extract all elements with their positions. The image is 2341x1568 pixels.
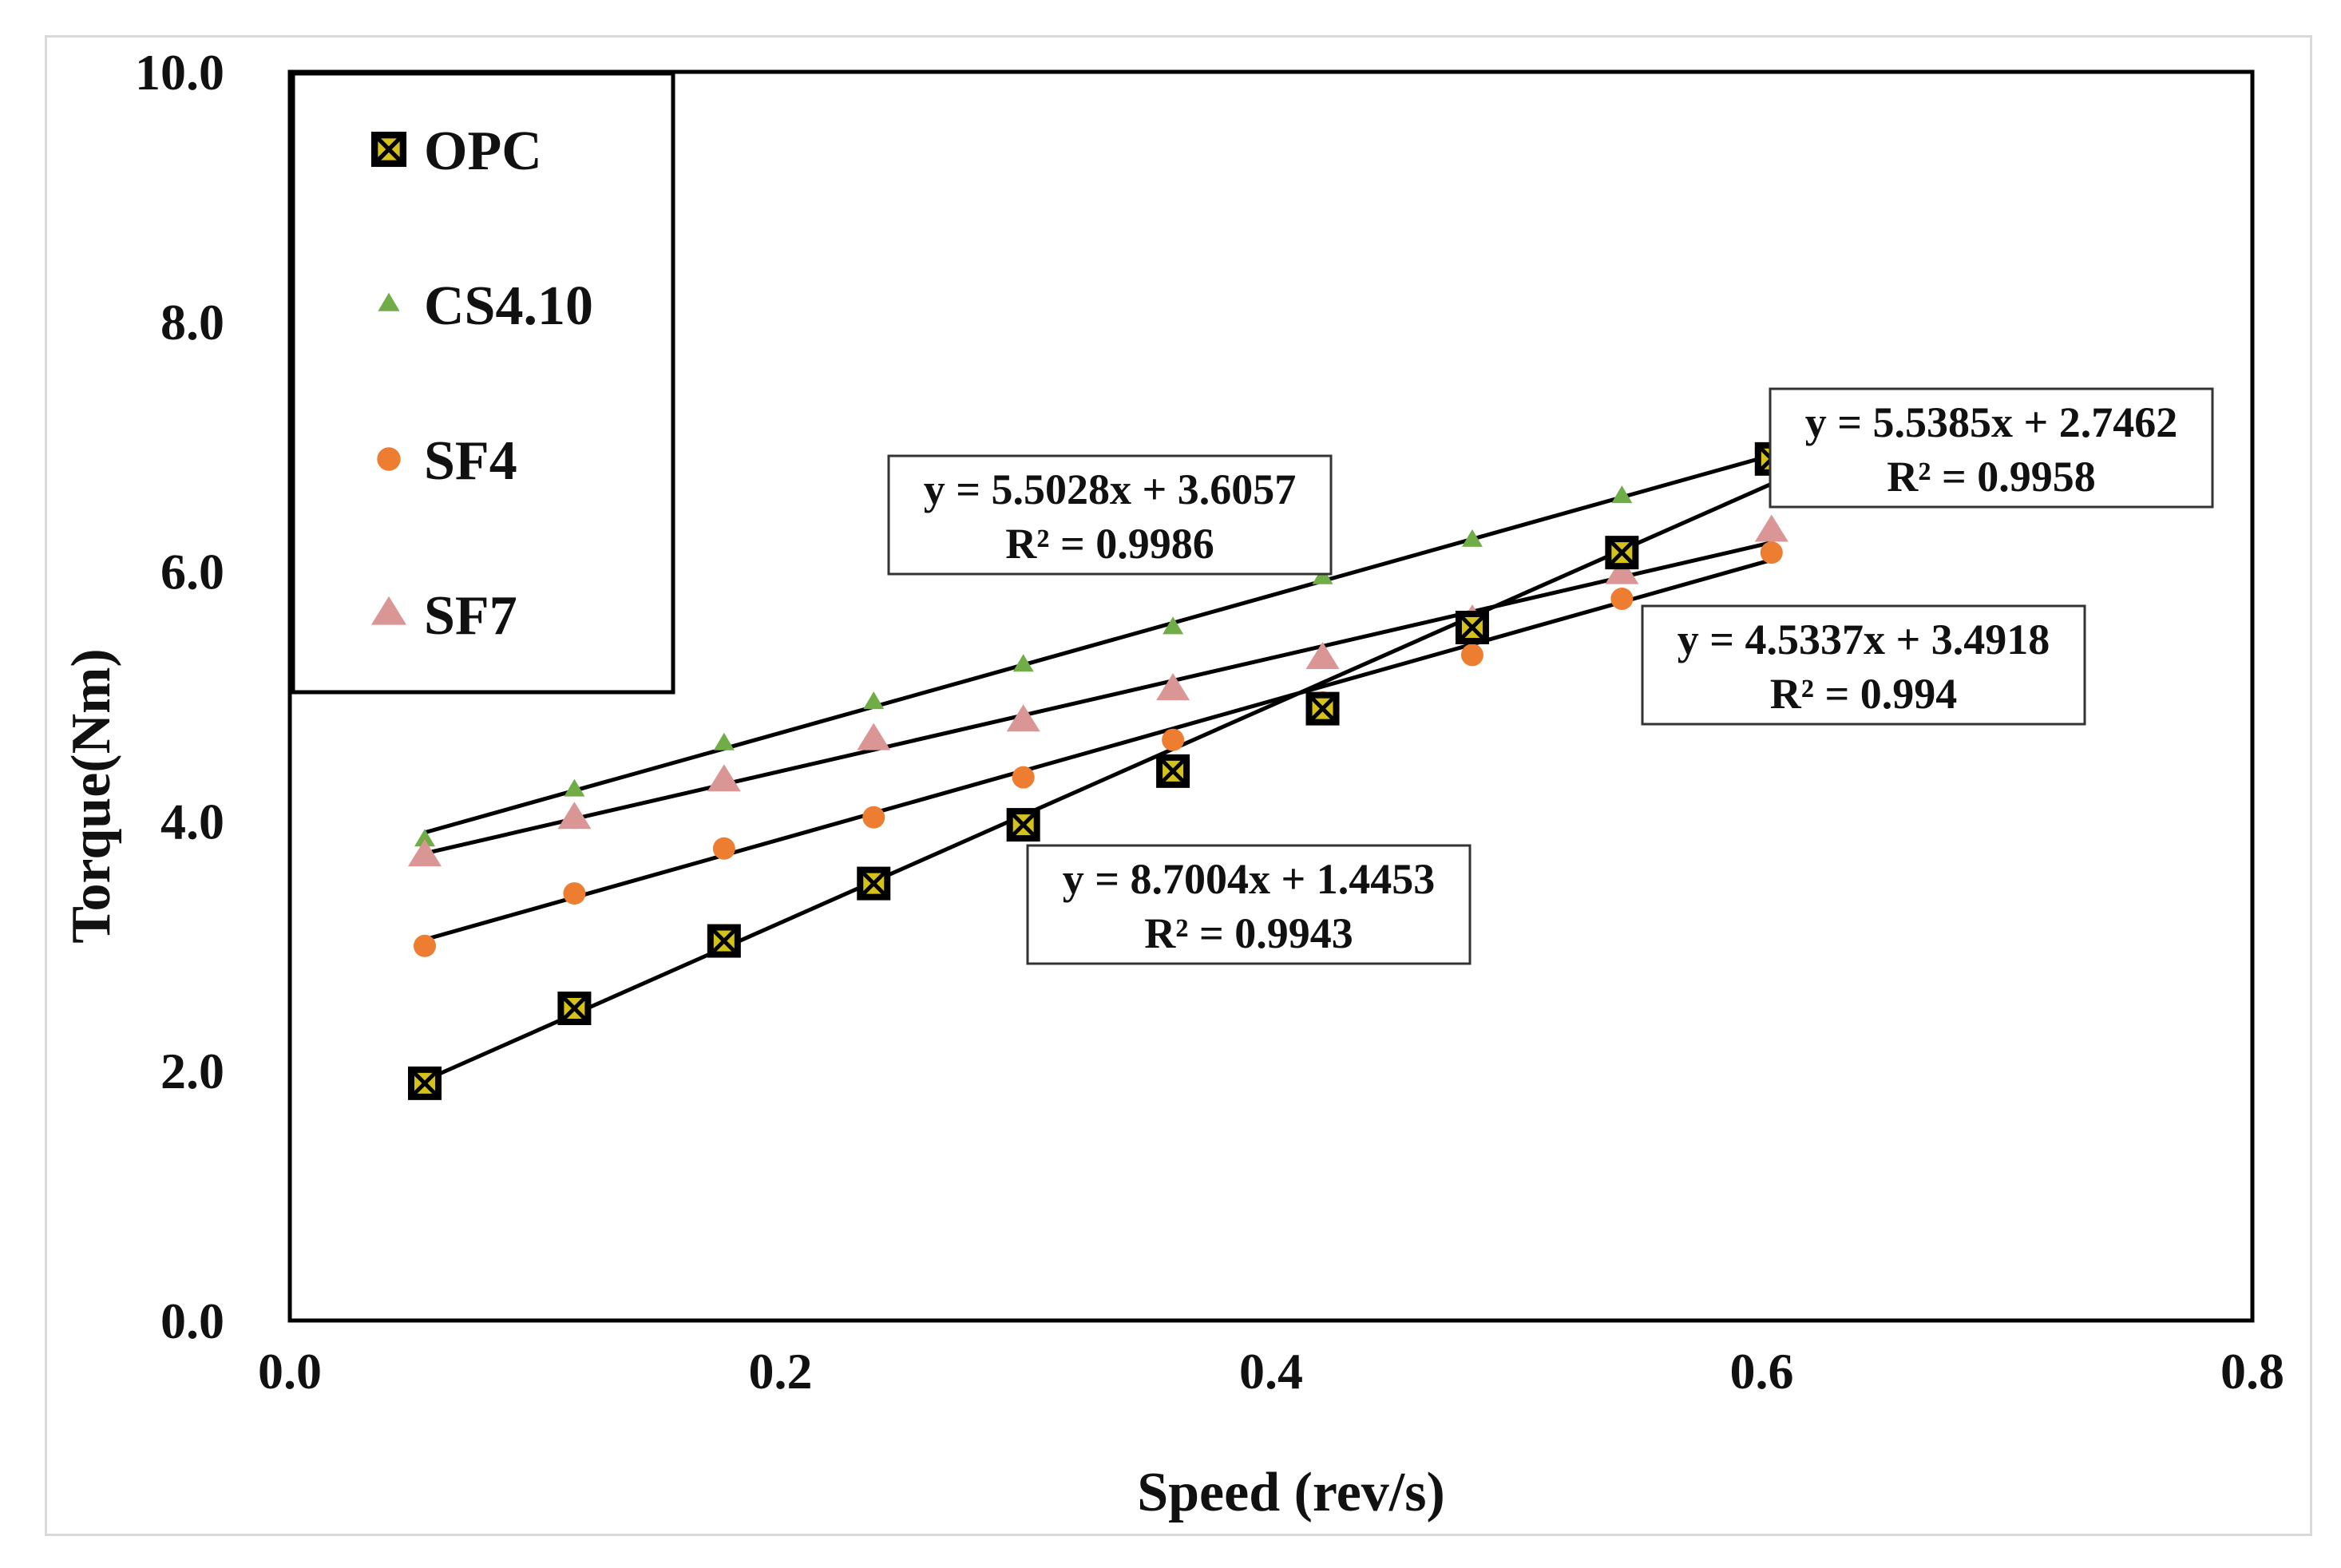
trendline-sf4 [424, 453, 1773, 835]
x-tick-label: 0.6 [1730, 1343, 1794, 1400]
y-tick-label: 0.0 [160, 1293, 224, 1349]
data-point-opc [1455, 610, 1489, 644]
data-point-sf7 [1156, 673, 1190, 701]
data-point-sf7 [1006, 704, 1040, 732]
legend-marker-sf4 [377, 447, 401, 471]
legend-label-sf7: SF7 [424, 585, 517, 647]
y-tick-label: 10.0 [135, 44, 224, 101]
y-tick-label: 8.0 [160, 294, 224, 350]
y-axis-title: Torque(Nm) [61, 648, 122, 943]
trendline-opc [423, 481, 1773, 1083]
data-point-opc [407, 1066, 442, 1100]
data-point-opc [707, 924, 741, 958]
equation-box-sf7: y = 4.5337x + 3.4918 R² = 0.994 [1641, 604, 2086, 726]
equation-box-sf4: y = 5.5028x + 3.6057 R² = 0.9986 [887, 454, 1333, 576]
data-point-sf4 [862, 806, 885, 829]
x-axis-title: Speed (rev/s) [1137, 1462, 1445, 1523]
y-tick-label: 6.0 [160, 544, 224, 600]
axis-layer: 0.0 0.2 0.4 0.6 0.8 0.0 2.0 4.0 6.0 8.0 10.0 [135, 44, 2284, 1400]
trendline-layer [423, 453, 1773, 1083]
data-point-sf4 [1760, 541, 1783, 564]
trendline-cs4-10 [424, 557, 1773, 942]
figure-frame: 0.0 0.2 0.4 0.6 0.8 0.0 2.0 4.0 6.0 8.0 10.0 y = 5… [45, 35, 2312, 1536]
data-point-sf7 [857, 723, 891, 750]
data-point-sf4 [1162, 728, 1185, 751]
data-point-opc [857, 866, 891, 901]
y-tick-label: 4.0 [160, 793, 224, 849]
data-point-cs4-10 [564, 778, 585, 797]
data-point-sf7 [707, 764, 741, 792]
data-point-cs4-10 [1163, 616, 1184, 635]
data-point-cs4-10 [1461, 529, 1483, 547]
data-point-sf4 [563, 882, 586, 905]
trend-equation: y = 5.5028x + 3.6057 [924, 465, 1297, 513]
legend: OPC CS4.10 SF4 SF7 [291, 71, 675, 695]
data-point-sf7 [1605, 556, 1639, 584]
data-point-sf7 [407, 839, 442, 867]
data-point-sf7 [1754, 514, 1788, 542]
x-tick-label: 0.8 [2220, 1343, 2284, 1400]
x-tick-label: 0.2 [749, 1343, 813, 1400]
equation-box-opc: y = 8.7004x + 1.4453 R² = 0.9943 [1026, 844, 1472, 965]
trendline-sf7 [424, 540, 1773, 856]
data-point-opc [1305, 691, 1340, 726]
trend-r-squared: R² = 0.9943 [1144, 909, 1353, 957]
data-point-cs4-10 [1611, 485, 1633, 504]
legend-marker-cs4-10 [378, 292, 400, 311]
data-point-sf4 [1610, 588, 1634, 611]
data-point-cs4-10 [1312, 566, 1333, 584]
data-point-sf7 [1305, 642, 1340, 669]
legend-label-sf4: SF4 [424, 430, 517, 492]
trend-equation: y = 8.7004x + 1.4453 [1063, 855, 1436, 903]
data-point-sf4 [413, 934, 436, 957]
data-point-cs4-10 [713, 732, 735, 750]
data-point-sf4 [712, 837, 735, 860]
torque-speed-chart: 0.0 0.2 0.4 0.6 0.8 0.0 2.0 4.0 6.0 8.0 10.0 y = 5… [61, 44, 2284, 1523]
equation-layer: y = 5.5028x + 3.6057 R² = 0.9986 y = 5.538… [887, 387, 2214, 965]
legend-label-opc: OPC [424, 121, 542, 182]
data-point-opc [1605, 536, 1639, 570]
data-point-sf7 [557, 802, 592, 830]
data-point-opc [557, 992, 592, 1025]
data-point-sf4 [1012, 766, 1035, 789]
trend-r-squared: R² = 0.994 [1770, 670, 1957, 718]
legend-marker-opc [370, 131, 407, 168]
legend-box [291, 71, 675, 695]
data-point-cs4-10 [1012, 654, 1034, 672]
data-point-cs4-10 [863, 691, 885, 710]
trend-equation: y = 4.5337x + 3.4918 [1678, 616, 2050, 663]
equation-box-cs4-10: y = 5.5385x + 2.7462 R² = 0.9958 [1769, 387, 2214, 509]
trend-equation: y = 5.5385x + 2.7462 [1805, 398, 2178, 446]
legend-label-cs4-10: CS4.10 [424, 275, 593, 337]
data-point-cs4-10 [414, 829, 435, 847]
trend-r-squared: R² = 0.9958 [1887, 453, 2095, 501]
y-tick-label: 2.0 [160, 1043, 224, 1099]
trend-r-squared: R² = 0.9986 [1005, 520, 1214, 568]
x-tick-label: 0.4 [1239, 1343, 1303, 1400]
legend-marker-sf7 [370, 596, 407, 625]
data-point-sf4 [1460, 643, 1483, 667]
data-point-opc [1006, 808, 1040, 842]
x-tick-label: 0.0 [258, 1343, 322, 1400]
data-point-opc [1156, 754, 1190, 788]
